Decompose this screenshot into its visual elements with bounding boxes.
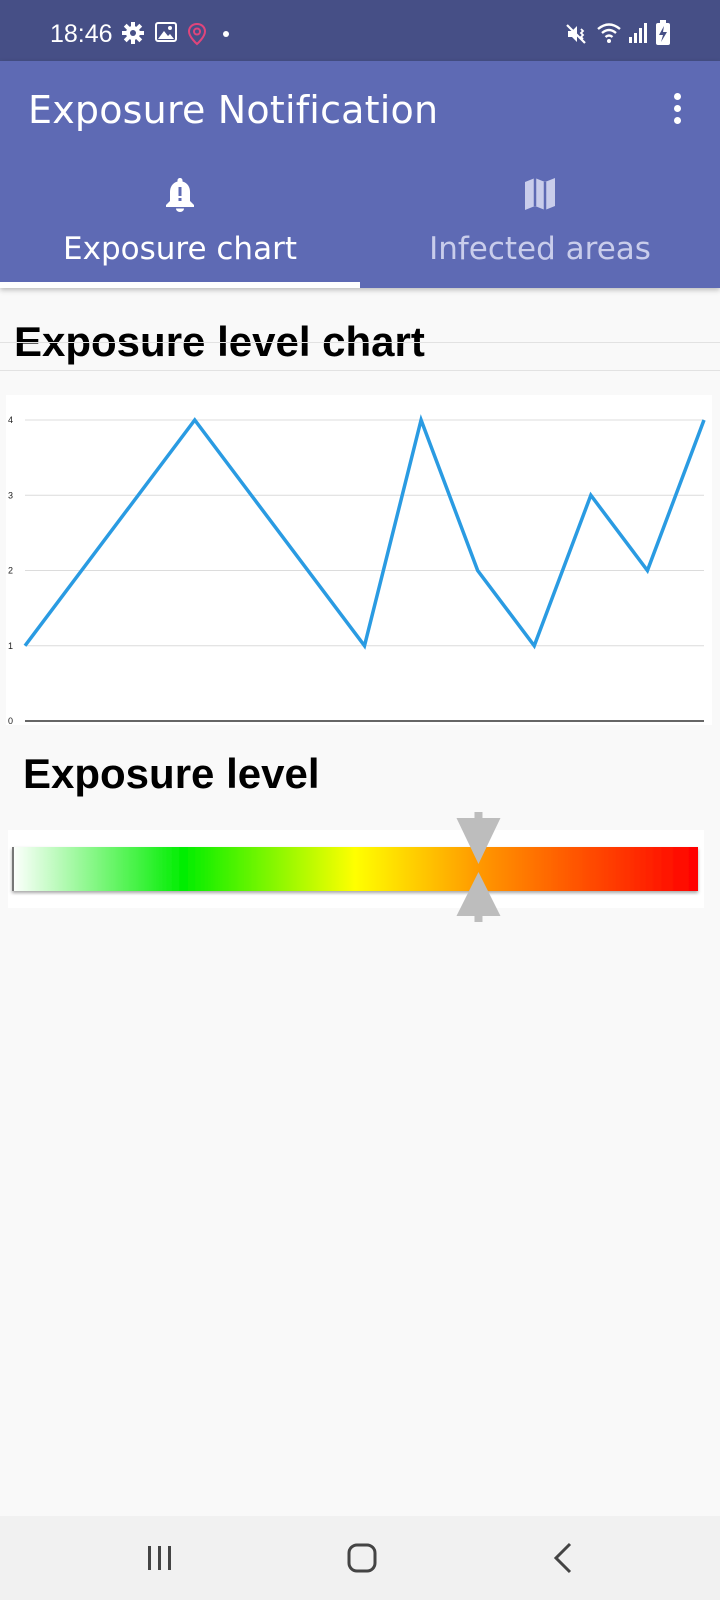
more-vert-icon-dot xyxy=(674,105,681,112)
image-icon xyxy=(155,22,177,42)
map-icon xyxy=(525,178,555,210)
bell-alert-icon xyxy=(166,178,194,212)
level-marker-bottom xyxy=(456,872,501,922)
y-tick-label: 1 xyxy=(8,641,13,651)
signal-icon xyxy=(629,23,647,43)
y-tick-label: 2 xyxy=(8,566,13,576)
dot-icon xyxy=(223,31,229,37)
level-section-title: Exposure level xyxy=(23,750,320,797)
wifi-icon xyxy=(597,23,621,43)
tab-infected-areas[interactable]: Infected areas xyxy=(360,166,720,288)
chart-svg: 0 1 2 3 4 xyxy=(8,414,706,726)
more-vert-icon-dot xyxy=(674,117,681,124)
exposure-line-chart: 0 1 2 3 4 xyxy=(6,395,712,726)
tab-exposure-chart[interactable]: Exposure chart xyxy=(0,166,360,288)
divider xyxy=(0,342,720,343)
meter-svg xyxy=(8,812,704,922)
recent-apps-button[interactable] xyxy=(130,1538,190,1578)
active-tab-indicator xyxy=(0,282,360,288)
more-vert-icon xyxy=(674,93,681,100)
location-pin-icon xyxy=(187,22,207,46)
level-gradient-bar xyxy=(12,847,698,891)
back-icon xyxy=(553,1542,572,1574)
y-tick-label: 4 xyxy=(8,415,13,425)
overflow-menu-button[interactable] xyxy=(665,91,689,127)
status-bar: 18:46 xyxy=(0,0,720,61)
series-line xyxy=(23,414,706,650)
battery-charging-icon xyxy=(656,20,670,45)
tab-label: Infected areas xyxy=(429,231,651,267)
app-title: Exposure Notification xyxy=(28,88,439,132)
back-button[interactable] xyxy=(534,1538,594,1578)
recent-apps-icon xyxy=(148,1546,171,1570)
exposure-level-meter xyxy=(8,812,704,942)
tab-label: Exposure chart xyxy=(63,231,297,267)
level-marker-top xyxy=(456,812,501,864)
home-button[interactable] xyxy=(332,1538,392,1578)
app-bar: Exposure Notification Exposure chart Inf… xyxy=(0,61,720,288)
chart-section-title: Exposure level chart xyxy=(14,318,425,365)
home-icon xyxy=(347,1543,377,1573)
y-tick-label: 0 xyxy=(8,716,13,725)
gear-icon xyxy=(122,22,144,44)
divider xyxy=(0,370,720,371)
y-tick-label: 3 xyxy=(8,490,13,500)
mute-vibrate-icon xyxy=(566,24,586,44)
status-time: 18:46 xyxy=(50,20,113,48)
system-nav-bar xyxy=(0,1516,720,1600)
